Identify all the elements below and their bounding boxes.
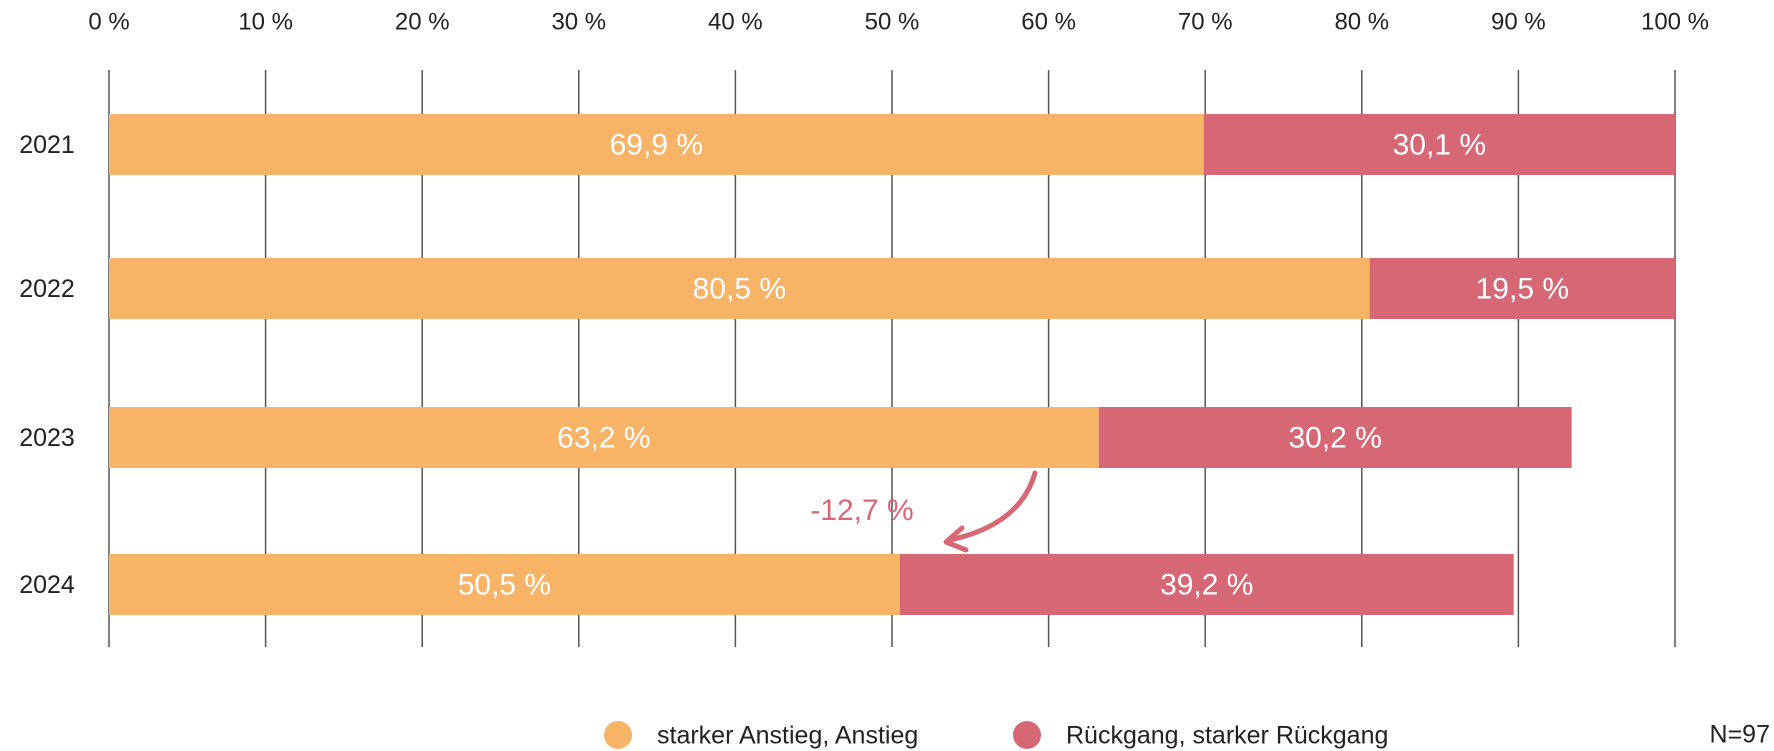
bar-segment	[1098, 407, 1572, 468]
x-tick-label: 70 %	[1178, 8, 1233, 35]
x-tick-label: 40 %	[708, 8, 763, 35]
bar-segment	[109, 554, 900, 615]
annotation-arrow	[947, 470, 1038, 543]
legend-swatch	[1013, 721, 1041, 749]
bar-segment	[109, 114, 1204, 175]
bar-segment	[109, 258, 1370, 319]
legend-label: starker Anstieg, Anstieg	[657, 722, 918, 750]
y-tick-label: 2021	[19, 131, 75, 159]
value-label: 50,5 %	[458, 568, 551, 601]
legend-label: Rückgang, starker Rückgang	[1066, 722, 1388, 750]
annotation: -12,7 %	[810, 494, 913, 527]
bar-segment	[1203, 114, 1675, 175]
x-tick-label: 60 %	[1021, 8, 1076, 35]
y-tick-label: 2024	[19, 571, 75, 599]
y-tick-label: 2023	[19, 424, 75, 452]
value-label: 30,2 %	[1288, 421, 1381, 454]
value-label: 80,5 %	[693, 272, 786, 305]
value-label: 69,9 %	[610, 128, 703, 161]
x-tick-label: 30 %	[551, 8, 606, 35]
bar-segment	[899, 554, 1514, 615]
x-tick-label: 90 %	[1491, 8, 1546, 35]
value-label: 63,2 %	[557, 421, 650, 454]
annotation-arrowhead	[943, 525, 969, 553]
value-label: 19,5 %	[1476, 272, 1569, 305]
value-label: 39,2 %	[1160, 568, 1253, 601]
legend-swatch	[604, 721, 632, 749]
x-tick-label: 20 %	[395, 8, 450, 35]
y-tick-label: 2022	[19, 275, 75, 303]
x-tick-label: 100 %	[1641, 8, 1709, 35]
value-label: 30,1 %	[1393, 128, 1486, 161]
x-tick-label: 50 %	[865, 8, 920, 35]
x-tick-label: 0 %	[88, 8, 129, 35]
x-tick-label: 10 %	[238, 8, 293, 35]
bar-segment	[1369, 258, 1675, 319]
bar-segment	[109, 407, 1099, 468]
sample-size-note: N=97	[1710, 721, 1770, 749]
x-tick-label: 80 %	[1334, 8, 1389, 35]
